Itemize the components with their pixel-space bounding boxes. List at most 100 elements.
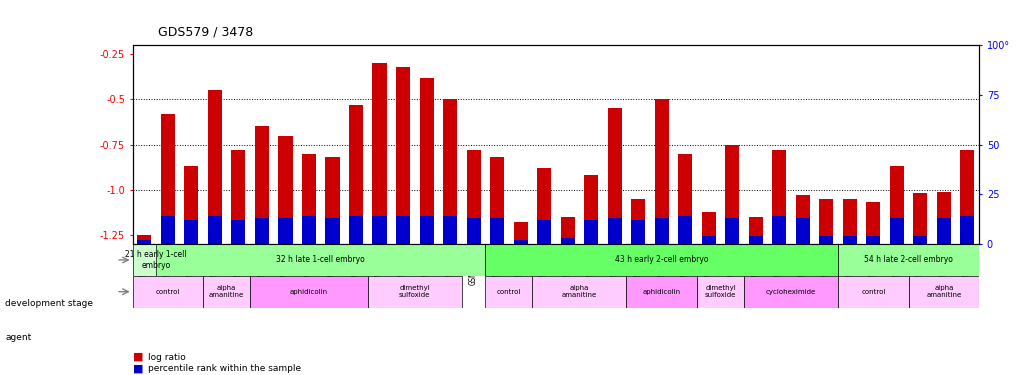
Bar — [489, 218, 503, 244]
Bar — [935, 192, 950, 244]
Bar — [442, 216, 457, 244]
Bar — [513, 222, 527, 244]
Bar — [842, 236, 856, 244]
FancyBboxPatch shape — [838, 244, 978, 276]
Bar — [842, 199, 856, 244]
Bar — [771, 216, 786, 244]
FancyBboxPatch shape — [626, 276, 696, 308]
Bar — [208, 90, 222, 244]
Bar — [701, 211, 715, 244]
Text: alpha
amanitine: alpha amanitine — [561, 285, 596, 298]
Bar — [865, 236, 879, 244]
Bar — [442, 99, 457, 244]
FancyBboxPatch shape — [743, 276, 838, 308]
Bar — [231, 150, 246, 244]
Bar — [395, 216, 410, 244]
Bar — [325, 218, 339, 244]
Bar — [184, 166, 199, 244]
Text: 54 h late 2-cell embryo: 54 h late 2-cell embryo — [863, 255, 952, 264]
Bar — [395, 67, 410, 244]
Text: ■: ■ — [132, 363, 143, 373]
Text: agent: agent — [5, 333, 32, 342]
Bar — [419, 78, 433, 244]
Bar — [231, 220, 246, 244]
Bar — [161, 216, 175, 244]
Bar — [325, 157, 339, 244]
Text: ■: ■ — [132, 352, 143, 362]
Bar — [960, 150, 973, 244]
Bar — [771, 150, 786, 244]
Text: control: control — [156, 289, 180, 295]
Bar — [631, 199, 645, 244]
Text: percentile rank within the sample: percentile rank within the sample — [148, 364, 301, 373]
Bar — [678, 154, 692, 244]
Bar — [960, 216, 973, 244]
Bar — [607, 218, 622, 244]
Bar — [208, 216, 222, 244]
Bar — [419, 216, 433, 244]
Text: cycloheximide: cycloheximide — [765, 289, 815, 295]
Bar — [537, 168, 550, 244]
Bar — [255, 126, 269, 244]
Bar — [725, 218, 739, 244]
Bar — [138, 235, 151, 244]
Text: log ratio: log ratio — [148, 353, 185, 362]
Bar — [584, 220, 597, 244]
Text: 21 h early 1-cell
embryo: 21 h early 1-cell embryo — [125, 250, 186, 270]
Bar — [513, 240, 527, 244]
FancyBboxPatch shape — [696, 276, 743, 308]
Bar — [302, 216, 316, 244]
Bar — [701, 236, 715, 244]
Bar — [654, 218, 668, 244]
Bar — [748, 217, 762, 244]
Text: control: control — [860, 289, 884, 295]
FancyBboxPatch shape — [485, 244, 838, 276]
Bar — [372, 63, 386, 244]
Bar — [678, 216, 692, 244]
Bar — [466, 150, 480, 244]
FancyBboxPatch shape — [368, 276, 462, 308]
Bar — [560, 238, 574, 244]
FancyBboxPatch shape — [203, 276, 250, 308]
Text: 43 h early 2-cell embryo: 43 h early 2-cell embryo — [614, 255, 708, 264]
Bar — [748, 236, 762, 244]
Bar — [184, 220, 199, 244]
Bar — [795, 195, 809, 244]
Bar — [912, 236, 926, 244]
Bar — [278, 218, 292, 244]
FancyBboxPatch shape — [485, 276, 532, 308]
Bar — [795, 218, 809, 244]
FancyBboxPatch shape — [838, 276, 908, 308]
FancyBboxPatch shape — [250, 276, 368, 308]
Bar — [865, 202, 879, 244]
Bar — [255, 218, 269, 244]
Text: dimethyl
sulfoxide: dimethyl sulfoxide — [398, 285, 430, 298]
Bar — [278, 135, 292, 244]
Bar — [889, 218, 903, 244]
Bar — [935, 218, 950, 244]
Bar — [161, 114, 175, 244]
Text: GDS579 / 3478: GDS579 / 3478 — [158, 26, 253, 39]
FancyBboxPatch shape — [156, 244, 485, 276]
Bar — [607, 108, 622, 244]
Bar — [537, 220, 550, 244]
Bar — [889, 166, 903, 244]
Text: 32 h late 1-cell embryo: 32 h late 1-cell embryo — [276, 255, 365, 264]
FancyBboxPatch shape — [908, 276, 978, 308]
FancyBboxPatch shape — [132, 276, 203, 308]
Text: control: control — [496, 289, 521, 295]
Text: alpha
amanitine: alpha amanitine — [209, 285, 245, 298]
Bar — [631, 220, 645, 244]
Bar — [818, 236, 833, 244]
Bar — [725, 145, 739, 244]
FancyBboxPatch shape — [532, 276, 626, 308]
FancyBboxPatch shape — [132, 244, 179, 276]
Bar — [466, 218, 480, 244]
Text: aphidicolin: aphidicolin — [289, 289, 328, 295]
Bar — [489, 157, 503, 244]
Bar — [348, 216, 363, 244]
Bar — [560, 217, 574, 244]
Bar — [584, 176, 597, 244]
Bar — [302, 154, 316, 244]
Bar — [372, 216, 386, 244]
